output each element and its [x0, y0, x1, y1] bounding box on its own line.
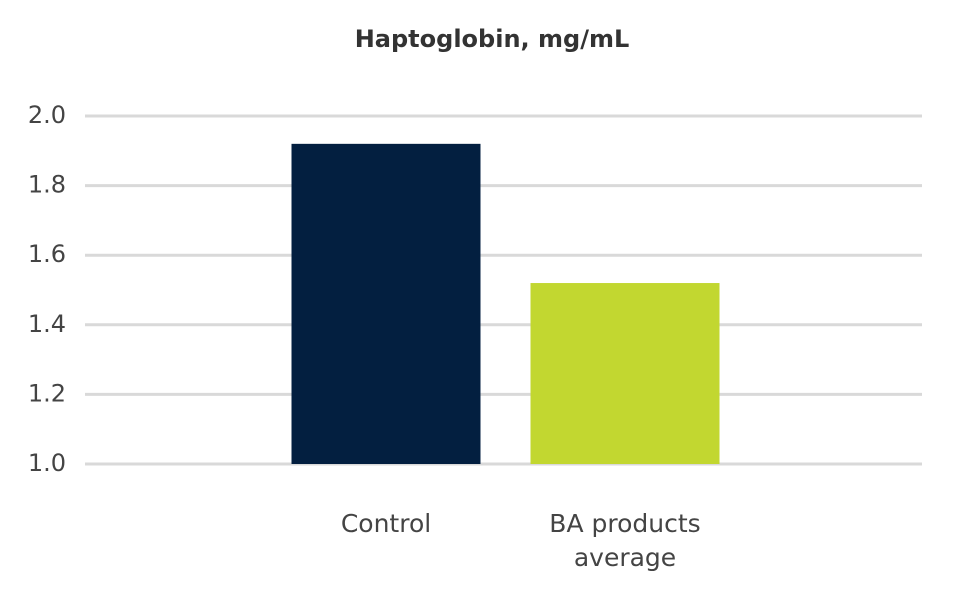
y-tick-label: 2.0	[28, 101, 66, 129]
bar	[291, 143, 481, 464]
y-tick-label: 1.8	[28, 171, 66, 199]
x-tick-label: BA products average	[549, 509, 701, 572]
bar	[530, 283, 720, 464]
x-tick-label: Control	[340, 509, 432, 538]
y-tick-label: 1.6	[28, 240, 66, 268]
y-tick-label: 1.2	[28, 379, 66, 407]
chart-title: Haptoglobin, mg/mL	[355, 25, 630, 53]
y-tick-label: 1.4	[28, 310, 66, 338]
y-tick-label: 1.0	[28, 449, 66, 477]
